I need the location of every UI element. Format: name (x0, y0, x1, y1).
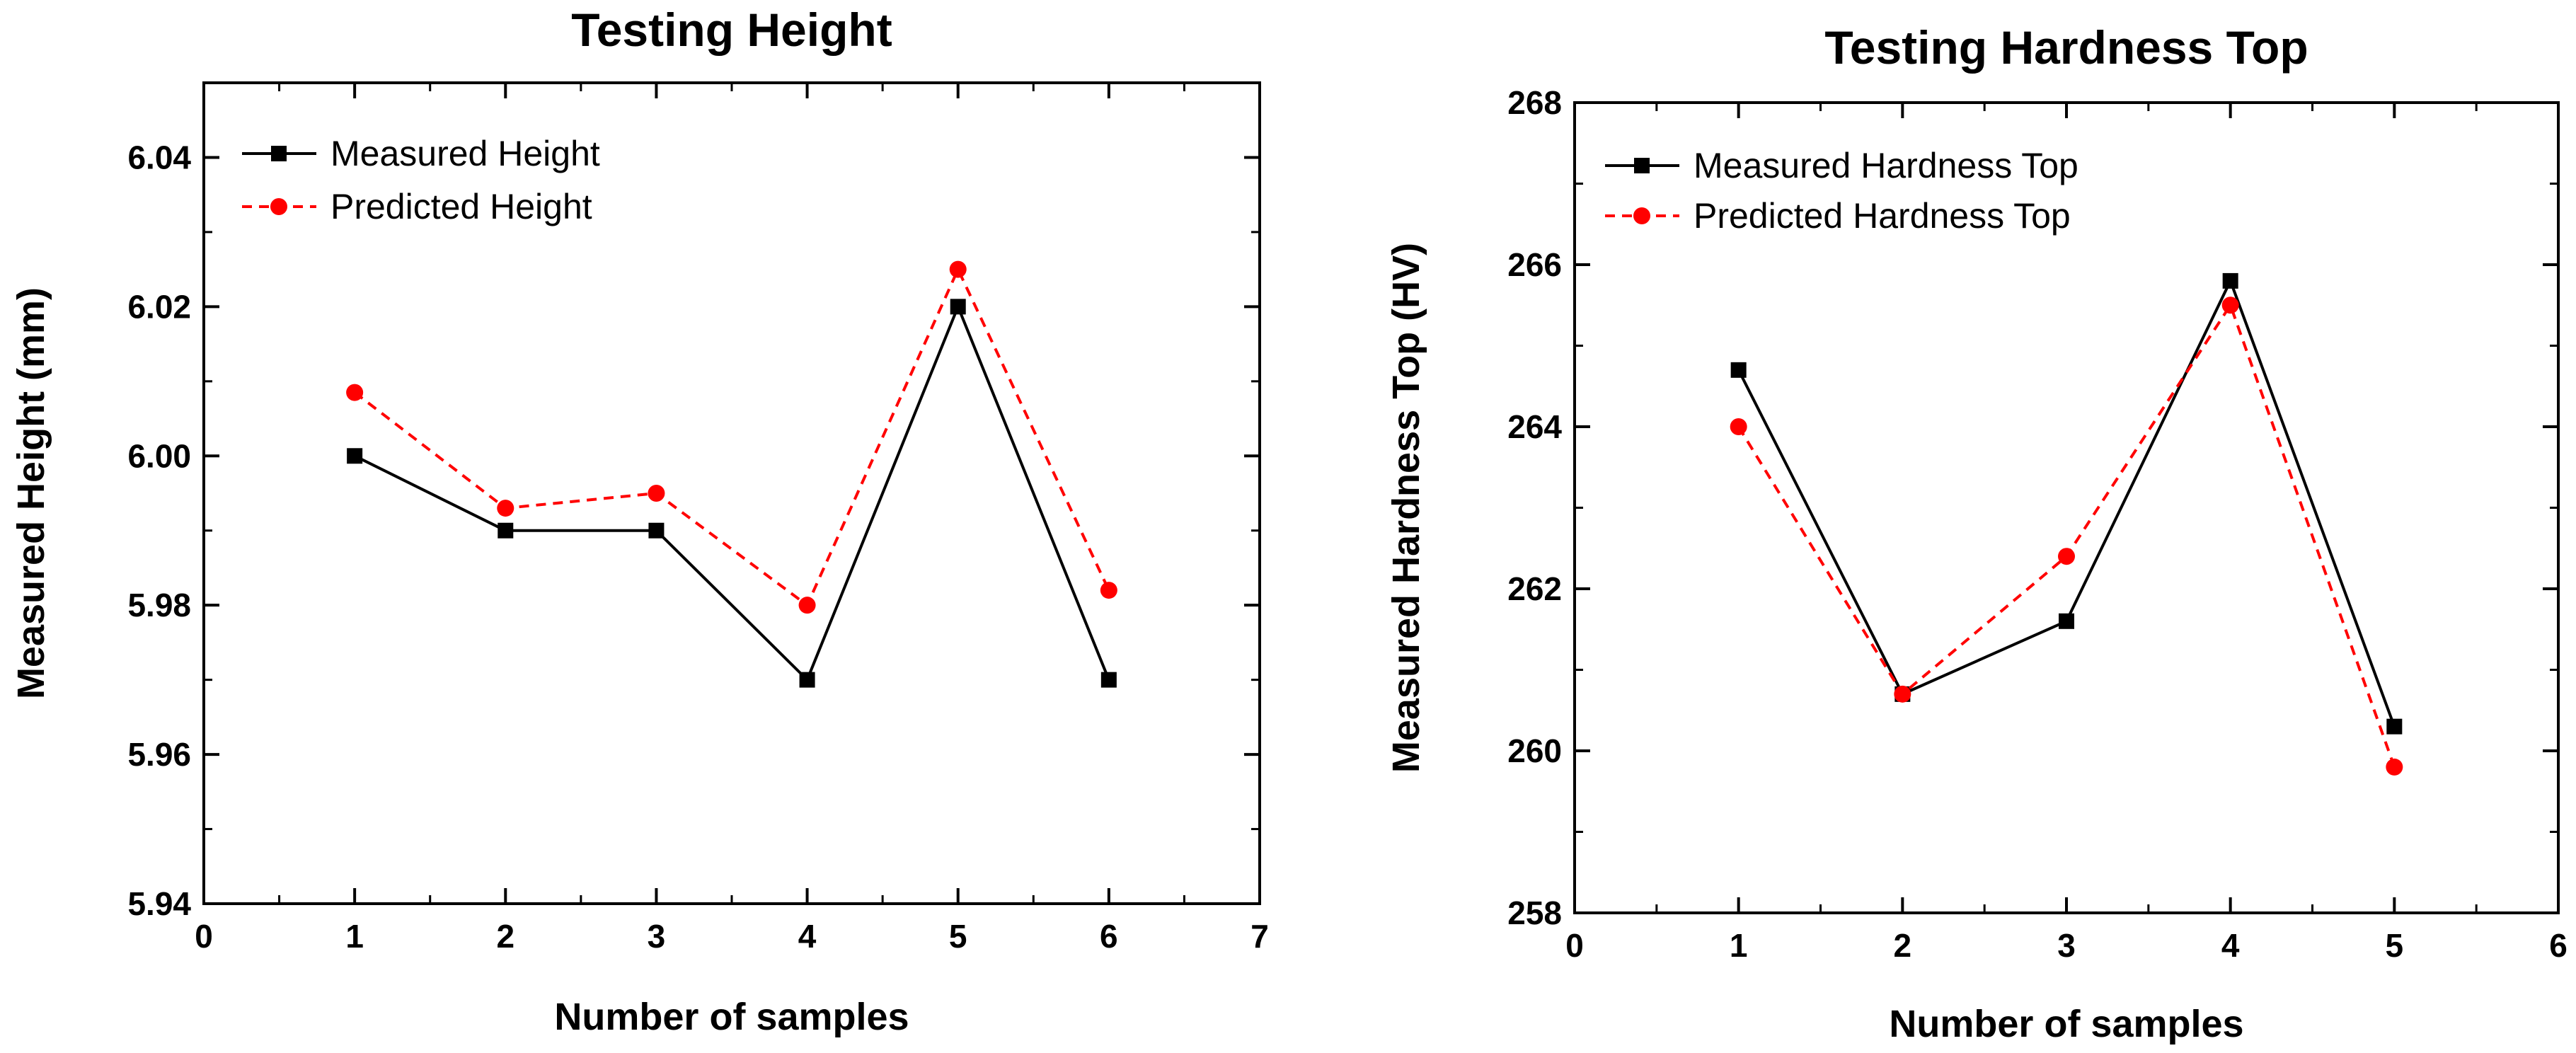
legend-marker-circle (270, 198, 287, 215)
data-point-measured (799, 672, 815, 688)
data-point-predicted (2221, 297, 2239, 314)
data-point-predicted (798, 597, 816, 614)
x-tick-label: 2 (1894, 927, 1912, 964)
x-tick-label: 2 (496, 918, 514, 955)
y-tick-label: 5.96 (127, 736, 191, 773)
y-axis-label: Measured Hardness Top (HV) (1385, 243, 1427, 773)
legend-label: Measured Height (330, 134, 600, 173)
y-tick-label: 6.02 (127, 288, 191, 325)
y-tick-label: 5.98 (127, 587, 191, 623)
x-axis-label: Number of samples (554, 996, 909, 1038)
data-point-predicted (1100, 582, 1117, 599)
data-point-predicted (2386, 758, 2403, 776)
chart-testing-hardness-top: Testing Hardness Top 0 1 2 3 4 5 6 258 260 262 264 2… (1385, 21, 2568, 1045)
chart-testing-height: Testing Height 0 1 2 3 4 5 6 7 5.94 5.96 5.98 6.00 6.… (10, 4, 1269, 1038)
data-point-measured (648, 522, 665, 539)
legend-marker-square (271, 146, 287, 161)
y-tick-label: 6.04 (127, 139, 191, 176)
data-point-predicted (1894, 685, 1911, 703)
data-point-measured (347, 448, 363, 464)
y-tick-label: 6.00 (127, 437, 191, 474)
series-line-measured (1737, 277, 2396, 727)
data-point-measured (498, 522, 514, 539)
y-tick-label: 264 (1507, 408, 1562, 445)
x-tick-label: 0 (195, 918, 213, 955)
y-tick-label: 260 (1507, 732, 1562, 769)
x-tick-label: 4 (798, 918, 817, 955)
y-tick-label: 5.94 (127, 885, 191, 922)
legend-marker-circle (1633, 207, 1650, 224)
data-point-measured (1100, 672, 1117, 688)
x-tick-label: 5 (2386, 927, 2404, 964)
x-tick-label: 3 (648, 918, 666, 955)
legend-label: Predicted Height (330, 187, 592, 226)
chart-title: Testing Height (571, 4, 892, 56)
x-tick-label: 4 (2221, 927, 2240, 964)
chart-title: Testing Hardness Top (1824, 21, 2308, 74)
legend-label: Measured Hardness Top (1694, 146, 2078, 185)
legend-label: Predicted Hardness Top (1694, 196, 2071, 236)
y-tick-label: 258 (1507, 894, 1562, 931)
legend-marker-square (1634, 158, 1650, 173)
y-tick-label: 266 (1507, 246, 1562, 283)
x-tick-label: 1 (345, 918, 364, 955)
data-point-measured (2222, 272, 2238, 289)
series-line-measured (354, 303, 1110, 683)
x-tick-label: 3 (2057, 927, 2076, 964)
y-tick-label: 268 (1507, 84, 1562, 121)
data-point-measured (950, 299, 966, 315)
data-point-measured (2386, 718, 2403, 735)
series-line-predicted (353, 265, 1110, 608)
data-point-predicted (2058, 548, 2075, 565)
data-point-predicted (346, 384, 364, 401)
x-tick-label: 5 (949, 918, 967, 955)
data-point-measured (2059, 613, 2074, 629)
x-tick-label: 6 (2549, 927, 2568, 964)
data-point-measured (1730, 362, 1747, 378)
series-line-predicted (1737, 301, 2396, 768)
data-point-predicted (949, 260, 967, 278)
y-axis-label: Measured Height (mm) (10, 287, 52, 699)
x-tick-label: 7 (1250, 918, 1269, 955)
x-tick-label: 1 (1730, 927, 1748, 964)
x-tick-label: 6 (1100, 918, 1118, 955)
data-point-predicted (648, 485, 665, 502)
x-tick-label: 0 (1565, 927, 1584, 964)
y-tick-label: 262 (1507, 570, 1562, 607)
data-point-predicted (1730, 418, 1747, 435)
x-axis-label: Number of samples (1889, 1003, 2243, 1045)
data-point-predicted (497, 500, 514, 517)
